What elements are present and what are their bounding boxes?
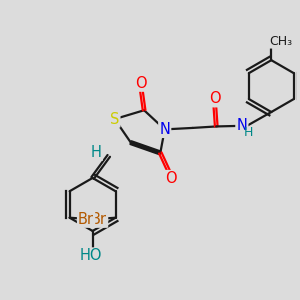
Text: N: N	[159, 122, 170, 137]
Text: H: H	[91, 145, 102, 160]
Text: O: O	[209, 91, 220, 106]
Text: HO: HO	[80, 248, 102, 263]
Text: Br: Br	[78, 212, 94, 227]
Text: Br: Br	[91, 212, 107, 227]
Text: O: O	[165, 171, 176, 186]
Text: CH₃: CH₃	[269, 34, 292, 48]
Text: N: N	[236, 118, 247, 134]
Text: O: O	[135, 76, 147, 91]
Text: H: H	[244, 126, 253, 139]
Text: S: S	[110, 112, 119, 127]
